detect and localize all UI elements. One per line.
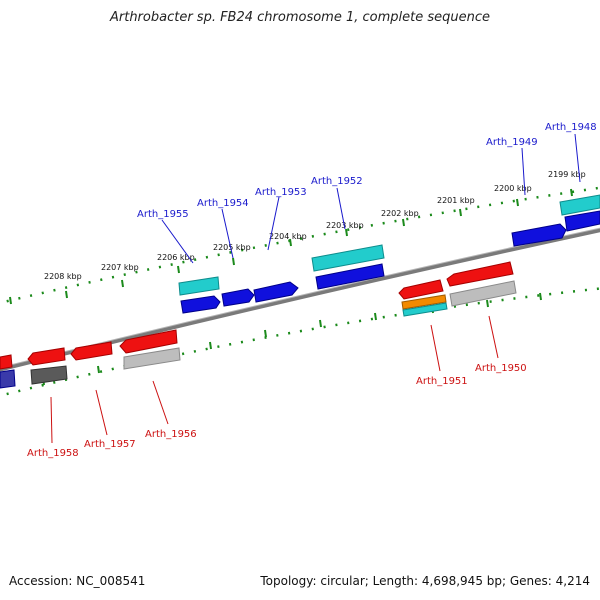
topology-text: Topology: circular; Length: 4,698,945 bp… — [260, 574, 590, 588]
gene-arth-1952-b[interactable] — [315, 263, 385, 290]
label-arth-1956[interactable]: Arth_1956 — [145, 429, 197, 440]
gene-arth-1950-a[interactable] — [446, 261, 514, 287]
label-arth-1958[interactable]: Arth_1958 — [27, 448, 79, 459]
map-title: Arthrobacter sp. FB24 chromosome 1, comp… — [109, 10, 491, 25]
reverse-gene-labels: Arth_1950 Arth_1951 Arth_1956 Arth_1957 … — [27, 363, 527, 459]
label-arth-1949[interactable]: Arth_1949 — [486, 137, 538, 148]
gene-arth-1958-b[interactable] — [30, 365, 68, 385]
gene-arth-1951-b[interactable] — [401, 294, 447, 310]
tick-label-2200: 2200 kbp — [494, 184, 532, 193]
gene-arth-1952-a[interactable] — [311, 244, 385, 272]
gene-arth-1953[interactable] — [253, 281, 299, 303]
accession-text: Accession: NC_008541 — [9, 574, 146, 588]
gene-arth-1949[interactable] — [511, 223, 567, 247]
gene-left-edge[interactable] — [0, 354, 13, 370]
kbp-tick-labels: 2199 kbp 2200 kbp 2201 kbp 2202 kbp 2203… — [44, 170, 586, 281]
gene-arth-1955-a[interactable] — [178, 276, 220, 296]
inner-ruler — [0, 287, 600, 398]
tick-label-2208: 2208 kbp — [44, 272, 82, 281]
gene-arth-1957[interactable] — [70, 341, 113, 361]
label-arth-1951[interactable]: Arth_1951 — [416, 376, 468, 387]
tick-label-2206: 2206 kbp — [157, 253, 195, 262]
forward-genes — [0, 194, 600, 389]
tick-label-2204: 2204 kbp — [269, 232, 307, 241]
reverse-leader-lines — [50, 315, 499, 444]
label-arth-1955[interactable]: Arth_1955 — [137, 209, 189, 220]
label-arth-1952[interactable]: Arth_1952 — [311, 176, 363, 187]
gene-arth-1948-b[interactable] — [564, 210, 600, 232]
tick-label-2202: 2202 kbp — [381, 209, 419, 218]
gene-arth-1954[interactable] — [221, 288, 255, 307]
gene-arth-1948-a[interactable] — [559, 194, 600, 216]
gene-arth-1951-a[interactable] — [398, 279, 444, 300]
label-arth-1950[interactable]: Arth_1950 — [475, 363, 527, 374]
label-arth-1948[interactable]: Arth_1948 — [545, 122, 597, 133]
tick-label-2207: 2207 kbp — [101, 263, 139, 272]
label-arth-1957[interactable]: Arth_1957 — [84, 439, 136, 450]
reverse-genes — [0, 261, 517, 385]
gene-arth-1956-a[interactable] — [119, 329, 178, 354]
gene-arth-1951-c[interactable] — [402, 302, 448, 317]
outer-ruler-major-ticks — [9, 188, 573, 305]
gene-arth-1950-b[interactable] — [449, 280, 517, 307]
label-arth-1953[interactable]: Arth_1953 — [255, 187, 307, 198]
tick-label-2205: 2205 kbp — [213, 243, 251, 252]
tick-label-2199: 2199 kbp — [548, 170, 586, 179]
tick-label-2201: 2201 kbp — [437, 196, 475, 205]
gene-arth-1955-b[interactable] — [180, 295, 221, 314]
forward-leader-lines — [161, 133, 581, 264]
tick-label-2203: 2203 kbp — [326, 221, 364, 230]
gene-arth-1958-a[interactable] — [27, 347, 66, 366]
gene-arth-1956-b[interactable] — [123, 347, 181, 370]
label-arth-1954[interactable]: Arth_1954 — [197, 198, 249, 209]
forward-gene-labels: Arth_1948 Arth_1949 Arth_1952 Arth_1953 … — [137, 122, 597, 220]
gene-left-stack[interactable] — [0, 369, 16, 389]
